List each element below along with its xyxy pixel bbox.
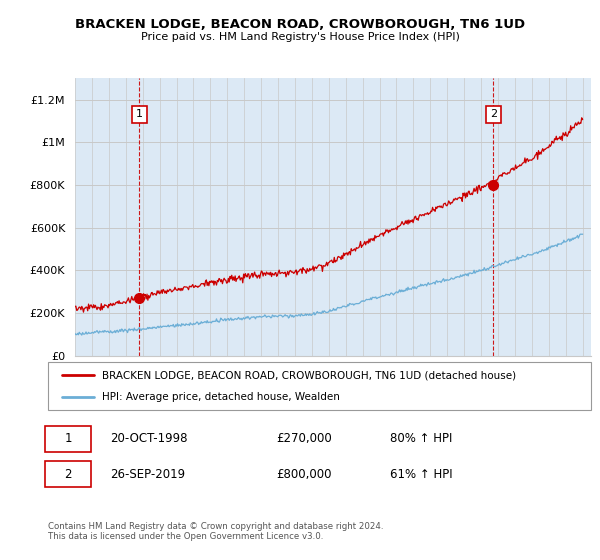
Text: BRACKEN LODGE, BEACON ROAD, CROWBOROUGH, TN6 1UD (detached house): BRACKEN LODGE, BEACON ROAD, CROWBOROUGH,…	[103, 370, 517, 380]
Text: 1: 1	[136, 109, 143, 119]
Text: £270,000: £270,000	[276, 432, 332, 445]
Text: 26-SEP-2019: 26-SEP-2019	[110, 468, 185, 480]
Text: 2: 2	[64, 468, 72, 480]
FancyBboxPatch shape	[48, 362, 591, 410]
Text: 61% ↑ HPI: 61% ↑ HPI	[390, 468, 453, 480]
FancyBboxPatch shape	[45, 426, 91, 451]
Text: Contains HM Land Registry data © Crown copyright and database right 2024.
This d: Contains HM Land Registry data © Crown c…	[48, 522, 383, 542]
Text: 2: 2	[490, 109, 497, 119]
Text: BRACKEN LODGE, BEACON ROAD, CROWBOROUGH, TN6 1UD: BRACKEN LODGE, BEACON ROAD, CROWBOROUGH,…	[75, 18, 525, 31]
Text: 20-OCT-1998: 20-OCT-1998	[110, 432, 188, 445]
Text: £800,000: £800,000	[276, 468, 332, 480]
Text: Price paid vs. HM Land Registry's House Price Index (HPI): Price paid vs. HM Land Registry's House …	[140, 32, 460, 43]
Text: 1: 1	[64, 432, 72, 445]
FancyBboxPatch shape	[45, 461, 91, 487]
Text: HPI: Average price, detached house, Wealden: HPI: Average price, detached house, Weal…	[103, 392, 340, 402]
Text: 80% ↑ HPI: 80% ↑ HPI	[390, 432, 452, 445]
